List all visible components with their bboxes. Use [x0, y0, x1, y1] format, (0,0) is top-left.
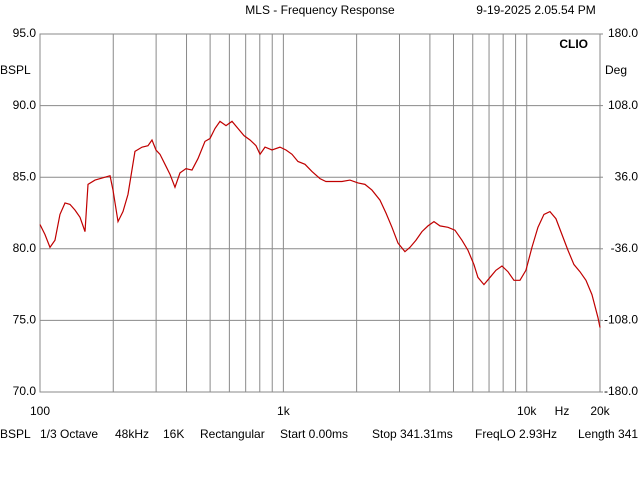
- footer-item: BSPL: [0, 427, 31, 441]
- y-tick-label: 95.0: [13, 26, 37, 40]
- footer-item: 1/3 Octave: [40, 427, 98, 441]
- footer-item: 16K: [163, 427, 184, 441]
- timestamp: 9-19-2025 2.05.54 PM: [476, 3, 595, 17]
- x-tick-label: 10k: [517, 404, 537, 418]
- x-tick-label: 1k: [277, 404, 291, 418]
- x-tick-label: 20k: [590, 404, 610, 418]
- footer-item: FreqLO 2.93Hz: [475, 427, 557, 441]
- brand: CLIO: [559, 37, 588, 51]
- chart-title: MLS - Frequency Response: [245, 3, 395, 17]
- footer-item: Start 0.00ms: [280, 427, 348, 441]
- y2-tick-label: 108.0: [608, 98, 638, 112]
- y-axis-label: BSPL: [0, 63, 31, 77]
- y2-tick-label: -36.0: [611, 241, 639, 255]
- y-tick-label: 85.0: [13, 169, 37, 183]
- y2-tick-label: -180.0: [604, 384, 638, 398]
- y-tick-label: 90.0: [13, 98, 37, 112]
- footer-item: Stop 341.31ms: [372, 427, 453, 441]
- plot-frame: [39, 33, 601, 393]
- y2-axis-label: Deg: [605, 63, 627, 77]
- x-unit: Hz: [555, 404, 570, 418]
- x-tick-label: 100: [30, 404, 50, 418]
- y2-tick-label: 36.0: [615, 169, 639, 183]
- response-curve: [39, 120, 601, 328]
- y-tick-label: 80.0: [13, 241, 37, 255]
- y-tick-label: 70.0: [13, 384, 37, 398]
- y2-tick-label: -108.0: [604, 313, 638, 327]
- footer-item: Rectangular: [200, 427, 265, 441]
- y-tick-label: 75.0: [13, 313, 37, 327]
- y2-tick-label: 180.0: [608, 26, 638, 40]
- footer-item: 48kHz: [115, 427, 149, 441]
- footer-item: Length 341: [578, 427, 638, 441]
